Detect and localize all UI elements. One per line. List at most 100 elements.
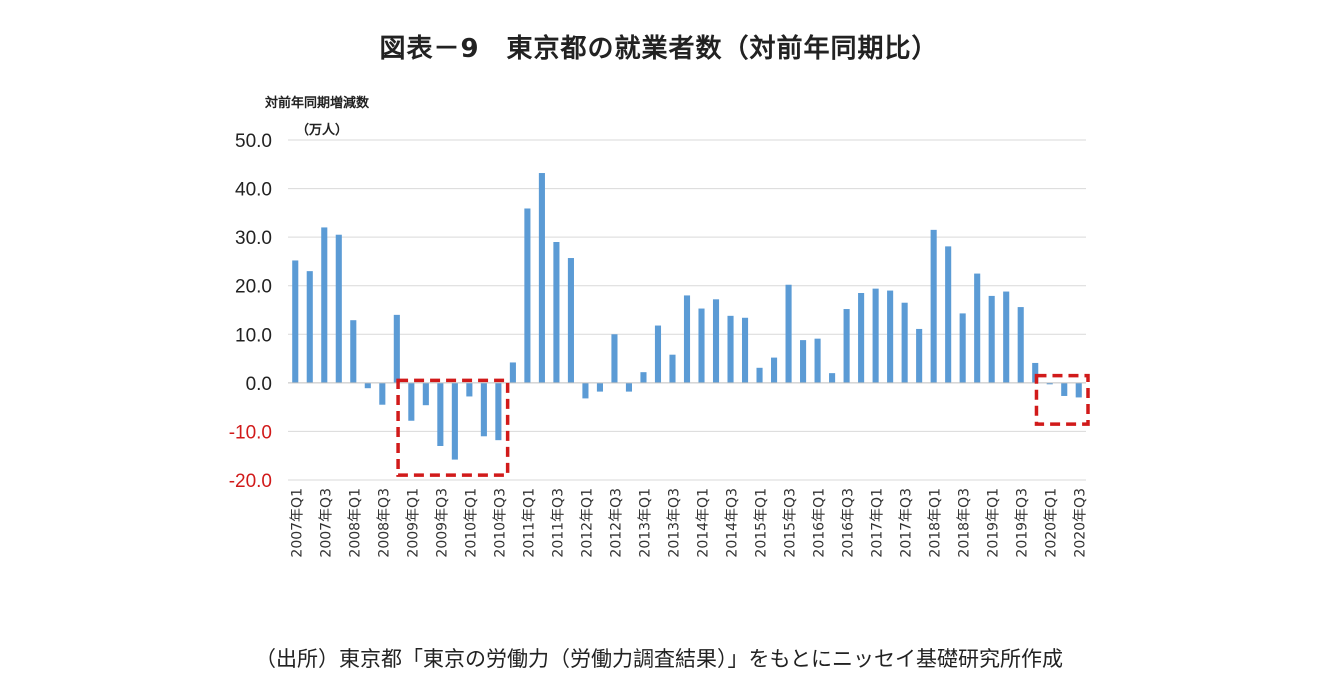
- bar: [814, 338, 821, 383]
- bar: [712, 299, 720, 383]
- bar: [640, 372, 647, 383]
- bar: [451, 382, 458, 460]
- bar: [974, 273, 981, 383]
- bar: [538, 173, 545, 383]
- x-tick-label: 2018年Q1: [928, 488, 944, 558]
- bar: [916, 328, 923, 383]
- bar: [292, 260, 299, 383]
- x-tick-label: 2009年Q1: [405, 488, 421, 558]
- bar: [1017, 307, 1024, 383]
- bar: [930, 229, 937, 383]
- bar: [654, 325, 662, 383]
- y-tick-label: -20.0: [229, 471, 272, 492]
- x-tick-label: 2010年Q1: [463, 488, 479, 558]
- bar: [1032, 362, 1039, 383]
- bar: [887, 290, 894, 383]
- bar: [669, 354, 676, 383]
- bar: [611, 334, 618, 383]
- bar: [306, 271, 313, 383]
- bar: [800, 340, 807, 383]
- x-tick-label: 2019年Q3: [1015, 488, 1031, 558]
- y-tick-label: 10.0: [235, 325, 272, 346]
- bar: [1003, 291, 1010, 383]
- highlight-box: [396, 378, 510, 477]
- bar: [335, 234, 342, 383]
- x-tick-label: 2012年Q1: [579, 488, 595, 558]
- bar: [858, 293, 865, 383]
- bar: [1046, 382, 1053, 385]
- x-tick-label: 2020年Q1: [1044, 488, 1060, 558]
- y-tick-label: 20.0: [235, 277, 272, 298]
- bar: [553, 242, 560, 383]
- bar: [495, 382, 502, 441]
- bar: [988, 295, 995, 383]
- x-tick-label: 2016年Q1: [812, 488, 828, 558]
- x-tick-label: 2020年Q3: [1073, 488, 1089, 558]
- bar: [727, 315, 734, 383]
- bar: [741, 317, 749, 383]
- x-tick-label: 2016年Q3: [841, 488, 857, 558]
- x-tick-label: 2011年Q3: [550, 488, 566, 558]
- y-axis-label: 対前年同期増減数: [265, 96, 370, 111]
- highlight-box: [1034, 373, 1090, 426]
- y-tick-label: 50.0: [235, 131, 272, 152]
- x-tick-label: 2007年Q3: [318, 488, 334, 558]
- x-tick-label: 2013年Q3: [666, 488, 682, 558]
- bar: [509, 362, 516, 383]
- y-tick-label: 0.0: [246, 374, 272, 395]
- x-tick-label: 2017年Q1: [870, 488, 886, 558]
- x-tick-label: 2013年Q1: [637, 488, 653, 558]
- chart-title: 図表－9 東京都の就業者数（対前年同期比）: [379, 34, 939, 64]
- bar: [567, 258, 574, 383]
- x-tick-label: 2018年Q3: [957, 488, 973, 558]
- bar: [1075, 382, 1082, 398]
- bar: [625, 382, 633, 392]
- bars: [292, 173, 1082, 460]
- bar: [524, 208, 531, 383]
- y-tick-label: -10.0: [229, 422, 272, 443]
- source-note: （出所）東京都「東京の労働力（労働力調査結果）」をもとにニッセイ基礎研究所作成: [254, 647, 1064, 671]
- bar: [683, 295, 691, 383]
- x-tick-label: 2007年Q1: [289, 488, 305, 558]
- bar: [408, 382, 415, 421]
- bar: [437, 382, 444, 446]
- bar: [872, 288, 879, 383]
- bar: [364, 382, 371, 389]
- y-tick-label: 40.0: [235, 180, 272, 201]
- bar: [379, 382, 386, 405]
- x-tick-label: 2015年Q1: [754, 488, 770, 558]
- x-tick-label: 2009年Q3: [434, 488, 450, 558]
- bar: [422, 382, 429, 406]
- bar: [321, 227, 328, 383]
- y-axis-unit-label: （万人）: [296, 123, 349, 138]
- bar: [350, 320, 357, 383]
- x-tick-label: 2008年Q1: [347, 488, 363, 558]
- y-axis-ticks: 50.0 40.0 30.0 20.0 10.0 0.0 -10.0 -20.0: [229, 131, 272, 492]
- x-tick-label: 2014年Q1: [696, 488, 712, 558]
- bar: [1061, 382, 1068, 396]
- bar: [393, 314, 400, 383]
- x-tick-label: 2017年Q3: [899, 488, 915, 558]
- bar: [582, 382, 589, 399]
- bar: [959, 313, 966, 383]
- bar: [466, 382, 473, 397]
- bar: [843, 309, 850, 383]
- bar: [771, 357, 778, 383]
- x-tick-label: 2015年Q3: [783, 488, 799, 558]
- x-tick-label: 2012年Q3: [608, 488, 624, 558]
- y-tick-label: 30.0: [235, 228, 272, 249]
- bar: [901, 302, 908, 383]
- bar: [756, 367, 763, 383]
- bar: [785, 284, 792, 383]
- bar: [698, 308, 705, 383]
- gridlines: [288, 139, 1086, 481]
- highlight-boxes: [396, 373, 1090, 477]
- x-tick-label: 2008年Q3: [376, 488, 392, 558]
- bar: [945, 246, 952, 383]
- x-tick-label: 2011年Q1: [521, 488, 537, 558]
- x-tick-label: 2010年Q3: [492, 488, 508, 558]
- x-tick-label: 2019年Q1: [986, 488, 1002, 558]
- bar: [829, 373, 836, 383]
- x-axis-ticks: 2007年Q1 2007年Q3 2008年Q1 2008年Q3 2009年Q1 2009年…: [289, 488, 1088, 558]
